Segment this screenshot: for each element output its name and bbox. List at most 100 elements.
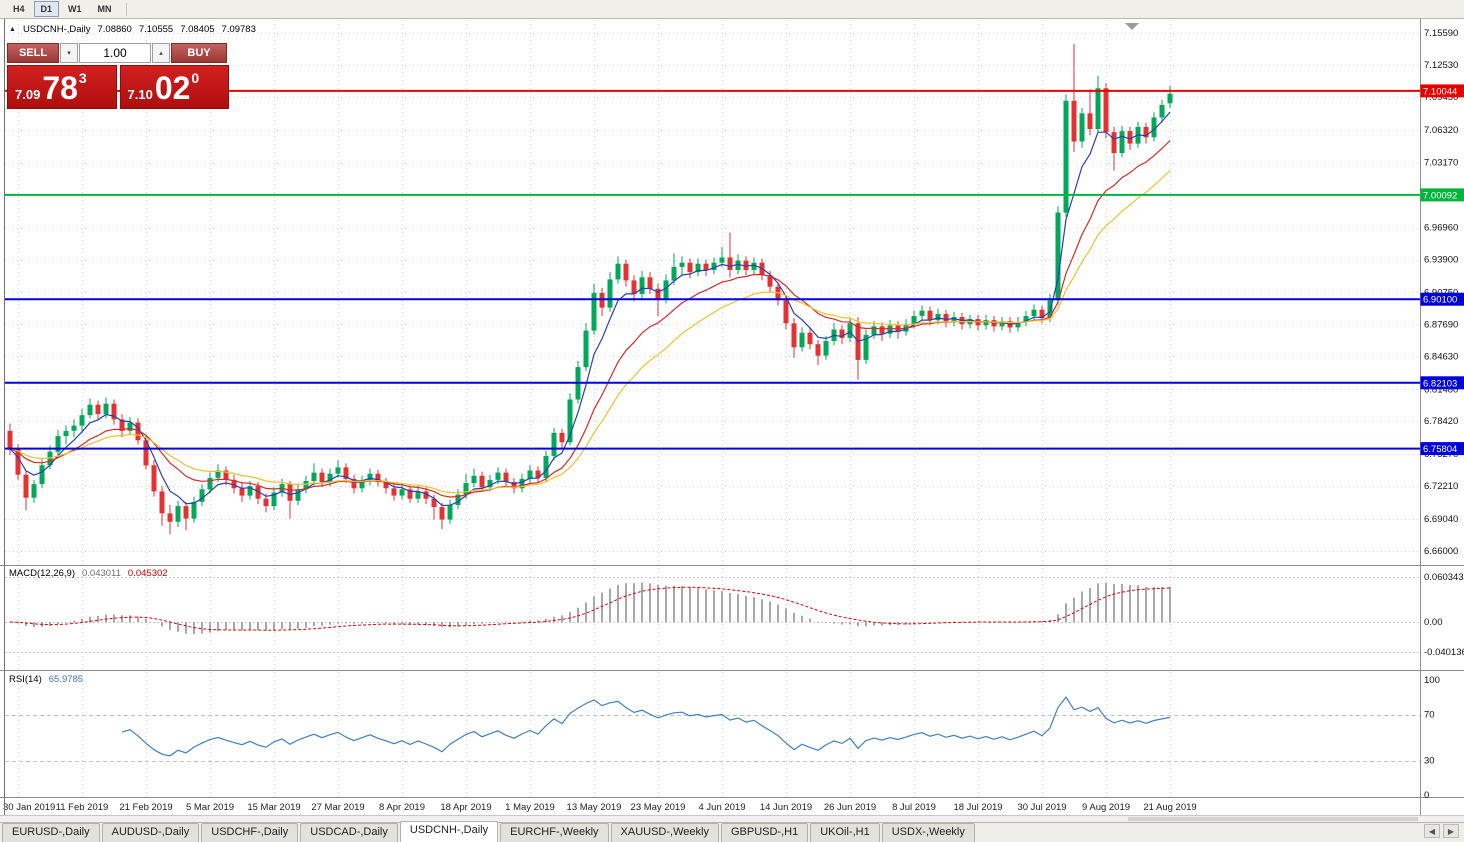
svg-text:11 Feb 2019: 11 Feb 2019 [56, 802, 109, 813]
macd-panel [5, 577, 1420, 653]
chart-tab-usdcnh-daily[interactable]: USDCNH-,Daily [399, 821, 499, 842]
sell-price-display[interactable]: 7.09 78 3 [7, 65, 117, 109]
svg-text:7.03170: 7.03170 [1424, 158, 1458, 169]
one-click-trading-panel: SELL ▾ ▴ BUY 7.09 78 3 7.10 02 0 [7, 43, 229, 109]
svg-text:-0.040136: -0.040136 [1424, 647, 1464, 658]
svg-text:0: 0 [1424, 790, 1429, 801]
macd-signal-line [9, 586, 1171, 631]
svg-text:6.69040: 6.69040 [1424, 514, 1458, 525]
scrollbar-thumb[interactable] [1128, 817, 1418, 821]
svg-text:26 Jun 2019: 26 Jun 2019 [824, 802, 876, 813]
price-level-badge-6.90100: 6.90100 [1420, 292, 1464, 306]
svg-text:6.87690: 6.87690 [1424, 319, 1458, 330]
ohlc-high: 7.10555 [138, 24, 174, 35]
rsi-name: RSI(14) [9, 674, 42, 685]
svg-text:30 Jul 2019: 30 Jul 2019 [1017, 802, 1066, 813]
svg-text:6.81480: 6.81480 [1424, 384, 1458, 395]
sell-price-big: 78 [42, 70, 78, 106]
chart-tab-xauusd-weekly[interactable]: XAUUSD-,Weekly [610, 823, 719, 842]
chart-tab-eurusd-daily[interactable]: EURUSD-,Daily [2, 823, 100, 842]
svg-text:6.75804: 6.75804 [1423, 444, 1457, 455]
svg-text:70: 70 [1424, 710, 1435, 721]
svg-text:6.93900: 6.93900 [1424, 255, 1458, 266]
buy-price-pip: 0 [191, 70, 200, 86]
toolbar-separator [125, 2, 127, 16]
rsi-panel [5, 696, 1420, 762]
svg-text:8 Apr 2019: 8 Apr 2019 [379, 802, 425, 813]
svg-text:27 Mar 2019: 27 Mar 2019 [311, 802, 364, 813]
volume-increase-button[interactable]: ▴ [152, 43, 170, 63]
horizontal-scrollbar[interactable] [0, 815, 1464, 822]
sell-button[interactable]: SELL [7, 43, 59, 63]
svg-text:5 Mar 2019: 5 Mar 2019 [186, 802, 234, 813]
macd-signal-value: 0.045302 [127, 568, 168, 579]
macd-main-value: 0.043011 [82, 568, 121, 579]
macd-name: MACD(12,26,9) [9, 568, 75, 579]
svg-text:1 May 2019: 1 May 2019 [505, 802, 555, 813]
svg-text:13 May 2019: 13 May 2019 [567, 802, 622, 813]
timeframe-button-h4[interactable]: H4 [13, 4, 25, 14]
sell-price-prefix: 7.09 [15, 87, 41, 102]
chart-tab-bar-tabs: EURUSD-,Daily AUDUSD-,Daily USDCHF-,Daily U… [2, 821, 977, 842]
chart-tab-gbpusd-h1[interactable]: GBPUSD-,H1 [720, 823, 809, 842]
ma-slow-line [9, 170, 1171, 494]
tab-scroll-right-button[interactable]: ▶ [1443, 824, 1459, 838]
timeframe-button-mn[interactable]: MN [97, 4, 112, 14]
ohlc-close: 7.09783 [221, 24, 256, 35]
price-level-badge-6.75804: 6.75804 [1420, 442, 1464, 456]
svg-text:7.12530: 7.12530 [1424, 60, 1458, 71]
chart-canvas[interactable]: 7.15590 7.12530 7.09450 7.06320 7.03170 7.000… [0, 19, 1464, 815]
svg-text:6.96960: 6.96960 [1424, 223, 1458, 234]
svg-text:8 Jul 2019: 8 Jul 2019 [892, 802, 936, 813]
volume-input[interactable] [79, 43, 151, 63]
svg-text:15 Mar 2019: 15 Mar 2019 [247, 802, 300, 813]
rsi-indicator-label: RSI(14) 65.9785 [9, 674, 83, 685]
svg-text:6.82103: 6.82103 [1423, 378, 1457, 389]
price-level-badge-6.82103: 6.82103 [1420, 376, 1464, 390]
price-level-badge-7.00092: 7.00092 [1420, 188, 1464, 202]
svg-text:30: 30 [1424, 756, 1435, 767]
svg-text:6.72210: 6.72210 [1424, 481, 1458, 492]
svg-text:23 May 2019: 23 May 2019 [631, 802, 686, 813]
grid-layer [5, 20, 1420, 797]
volume-decrease-button[interactable]: ▾ [60, 43, 78, 63]
buy-price-display[interactable]: 7.10 02 0 [119, 65, 229, 109]
chart-tab-usdcad-daily[interactable]: USDCAD-,Daily [300, 823, 398, 842]
price-level-badge-7.10044: 7.10044 [1420, 84, 1464, 98]
window-left-border [4, 19, 5, 815]
chart-tab-usdx-weekly[interactable]: USDX-,Weekly [881, 823, 975, 842]
chart-tab-audusd-daily[interactable]: AUDUSD-,Daily [101, 823, 200, 842]
svg-text:7.09450: 7.09450 [1424, 92, 1458, 103]
sell-price-pip: 3 [78, 70, 87, 86]
tab-scroll-left-button[interactable]: ◀ [1424, 824, 1440, 838]
chevron-left-icon: ◀ [1428, 826, 1436, 836]
svg-text:7.00092: 7.00092 [1423, 190, 1457, 201]
svg-text:7.10044: 7.10044 [1423, 86, 1457, 97]
buy-price-big: 02 [154, 70, 191, 106]
tab-scroll-controls: ◀ ▶ [1424, 824, 1464, 842]
timeframe-button-w1[interactable]: W1 [68, 4, 82, 14]
chart-window: 7.15590 7.12530 7.09450 7.06320 7.03170 7.000… [0, 19, 1464, 815]
chart-tab-usdchf-daily[interactable]: USDCHF-,Daily [201, 823, 299, 842]
svg-text:30 Jan 2019: 30 Jan 2019 [3, 802, 55, 813]
svg-text:6.84630: 6.84630 [1424, 351, 1458, 362]
svg-text:100: 100 [1424, 675, 1440, 686]
svg-text:9 Aug 2019: 9 Aug 2019 [1082, 802, 1130, 813]
one-click-collapse-icon[interactable]: ▲ [9, 26, 16, 33]
chart-shift-marker[interactable] [1125, 23, 1139, 30]
timeframe-button-d1[interactable]: D1 [33, 1, 60, 17]
buy-button[interactable]: BUY [171, 43, 227, 63]
rsi-line [121, 696, 1171, 757]
svg-text:14 Jun 2019: 14 Jun 2019 [760, 802, 812, 813]
svg-text:0.060343: 0.060343 [1424, 572, 1464, 583]
timeframe-toolbar: H4 D1 W1 MN [0, 0, 1464, 19]
svg-text:18 Apr 2019: 18 Apr 2019 [440, 802, 491, 813]
price-axis[interactable] [1421, 19, 1464, 815]
chart-tab-ukoil-h1[interactable]: UKOil-,H1 [810, 823, 880, 842]
candles-layer [7, 43, 1173, 535]
date-axis[interactable]: 30 Jan 2019 11 Feb 2019 21 Feb 2019 5 Mar 2… [3, 802, 1197, 813]
svg-text:6.90100: 6.90100 [1423, 295, 1457, 306]
chart-tab-eurchf-weekly[interactable]: EURCHF-,Weekly [500, 823, 609, 842]
ohlc-open: 7.08860 [97, 24, 132, 35]
svg-text:7.15590: 7.15590 [1424, 28, 1458, 39]
